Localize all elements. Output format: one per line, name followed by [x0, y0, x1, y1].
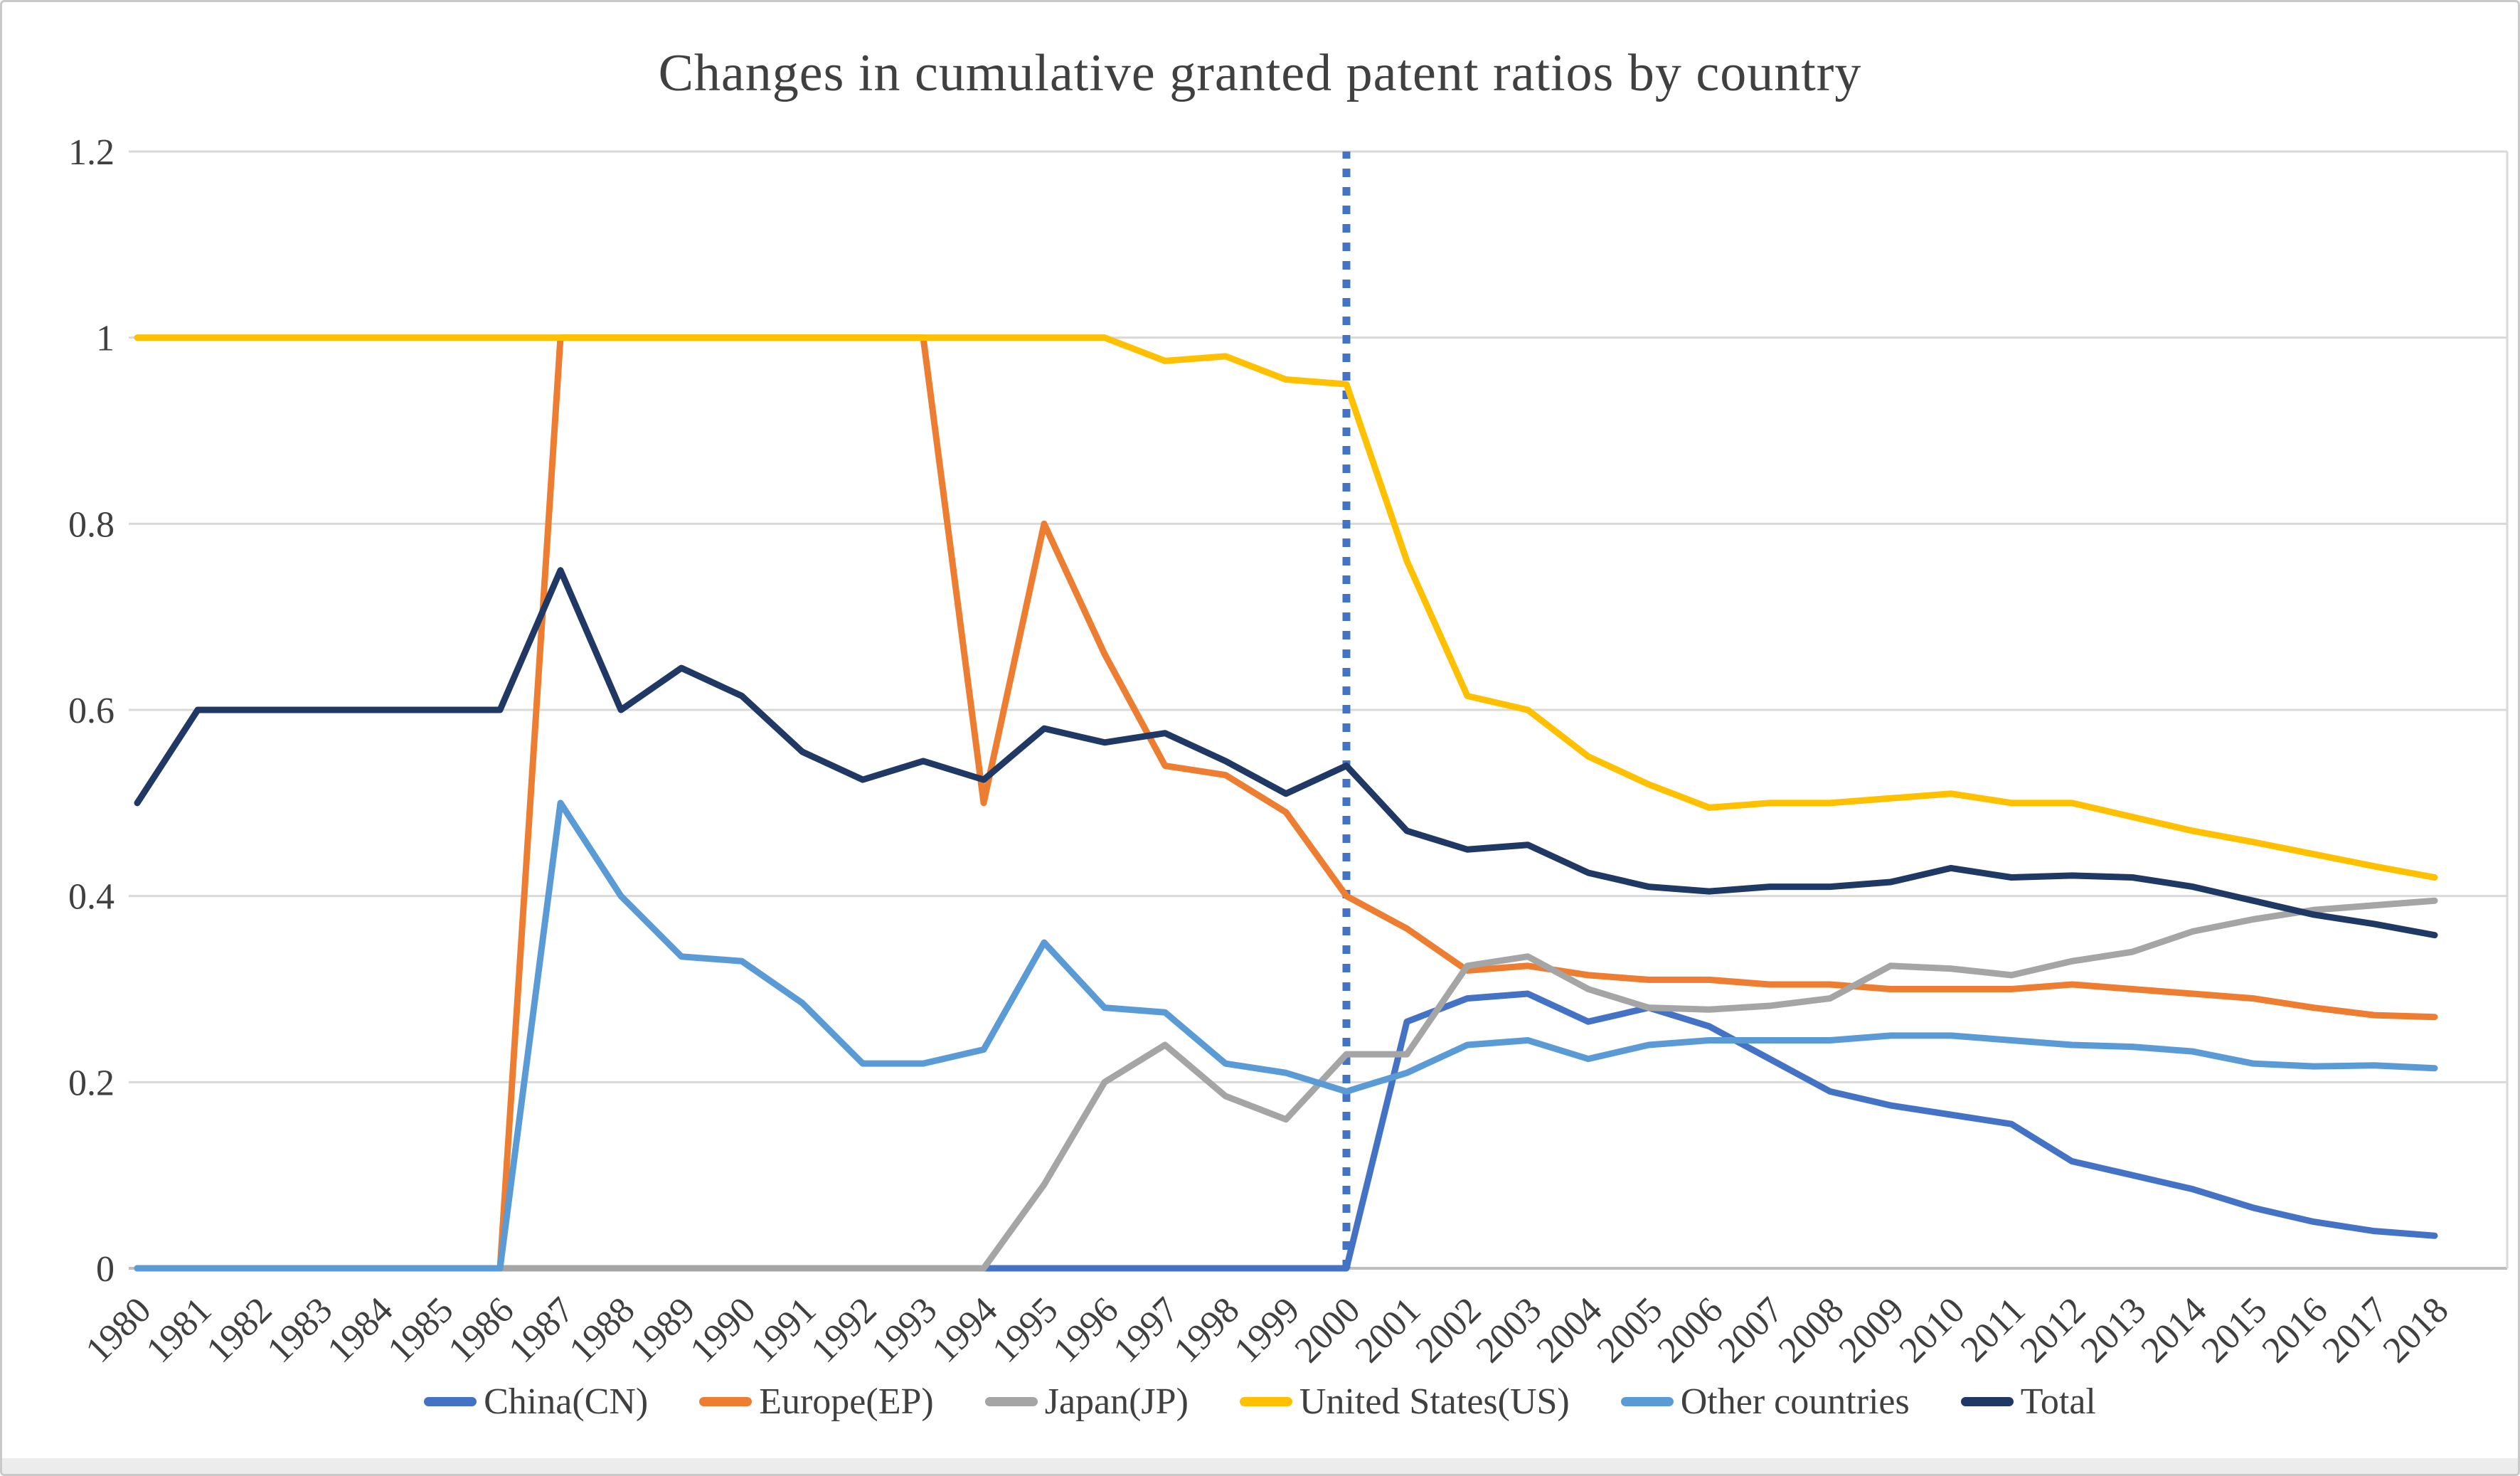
legend-swatch-china-cn: [424, 1397, 477, 1406]
window-bottom-strip: [2, 1458, 2518, 1474]
series-line-other-countries: [134, 800, 2438, 1272]
y-tick-label: 1.2: [68, 132, 115, 173]
x-tick-label: 1988: [562, 1290, 643, 1371]
legend-swatch-europe-ep: [699, 1397, 753, 1406]
x-tick-label: 1984: [320, 1290, 401, 1371]
legend-label: Japan(JP): [1044, 1381, 1189, 1422]
x-tick-label: 2005: [1590, 1290, 1671, 1371]
x-tick-label: 2003: [1469, 1290, 1550, 1371]
x-tick-label: 1996: [1046, 1290, 1127, 1371]
legend-label: China(CN): [484, 1381, 649, 1422]
x-tick-label: 1987: [501, 1290, 583, 1371]
series-line-china-cn: [134, 990, 2438, 1272]
y-tick-label: 0.2: [68, 1063, 115, 1103]
x-tick-label: 1989: [622, 1290, 703, 1371]
legend-label: United States(US): [1299, 1381, 1570, 1422]
x-tick-label: 1980: [78, 1290, 159, 1371]
y-tick-label: 0.8: [68, 504, 115, 545]
legend-item-other-countries: Other countries: [1620, 1381, 1910, 1423]
legend-item-china-cn: China(CN): [424, 1381, 648, 1423]
x-tick-label: 1986: [441, 1290, 522, 1371]
x-tick-label: 2018: [2376, 1290, 2457, 1371]
x-tick-label: 2001: [1348, 1290, 1429, 1371]
x-tick-label: 1998: [1166, 1290, 1248, 1371]
x-tick-label: 2009: [1831, 1290, 1913, 1371]
legend-item-total: Total: [1960, 1381, 2096, 1423]
x-tick-label: 1999: [1227, 1290, 1308, 1371]
series-line-total: [134, 567, 2438, 939]
x-tick-label: 2004: [1529, 1290, 1610, 1371]
x-tick-label: 2006: [1650, 1290, 1731, 1371]
legend-swatch-united-states-us: [1239, 1397, 1292, 1406]
legend-label: Total: [2020, 1381, 2096, 1422]
x-tick-label: 1992: [804, 1290, 885, 1371]
x-tick-label: 2013: [2073, 1290, 2154, 1371]
x-tick-label: 1997: [1106, 1290, 1187, 1371]
series-line-europe-ep: [134, 334, 2438, 1272]
legend-label: Other countries: [1680, 1381, 1910, 1422]
x-tick-label: 1982: [199, 1290, 280, 1371]
legend-item-united-states-us: United States(US): [1239, 1381, 1570, 1423]
x-tick-label: 2002: [1408, 1290, 1489, 1371]
x-tick-label: 1990: [683, 1290, 764, 1371]
x-tick-label: 2016: [2255, 1290, 2336, 1371]
series-line-japan-jp: [134, 897, 2438, 1272]
x-tick-label: 1981: [139, 1290, 220, 1371]
x-tick-label: 1985: [381, 1290, 462, 1371]
y-tick-label: 1: [96, 319, 115, 359]
x-tick-label: 1983: [260, 1290, 341, 1371]
legend-swatch-total: [1960, 1397, 2014, 1406]
x-tick-label: 2008: [1771, 1290, 1852, 1371]
legend: China(CN) Europe(EP) Japan(JP) United State…: [2, 1381, 2518, 1423]
x-tick-label: 2014: [2134, 1290, 2215, 1371]
x-tick-label: 2007: [1711, 1290, 1792, 1371]
x-tick-label: 2012: [2013, 1290, 2094, 1371]
x-tick-label: 2017: [2315, 1290, 2396, 1371]
x-tick-label: 2015: [2194, 1290, 2275, 1371]
x-tick-label: 1994: [925, 1290, 1006, 1371]
y-tick-label: 0.4: [68, 877, 115, 918]
y-tick-label: 0.6: [68, 691, 115, 731]
series-line-united-states-us: [134, 334, 2438, 881]
y-tick-label: 0: [96, 1249, 115, 1290]
x-tick-label: 2000: [1287, 1290, 1368, 1371]
legend-item-europe-ep: Europe(EP): [699, 1381, 934, 1423]
x-tick-label: 1993: [864, 1290, 945, 1371]
chart-title: Changes in cumulative granted patent rat…: [658, 44, 1862, 102]
legend-label: Europe(EP): [759, 1381, 934, 1422]
legend-swatch-japan-jp: [984, 1397, 1038, 1406]
x-tick-label: 2010: [1892, 1290, 1973, 1371]
x-tick-label: 2011: [1953, 1290, 2033, 1369]
x-tick-label: 1991: [743, 1290, 824, 1371]
legend-item-japan-jp: Japan(JP): [984, 1381, 1189, 1423]
x-tick-label: 1995: [985, 1290, 1066, 1371]
legend-swatch-other-countries: [1620, 1397, 1674, 1406]
